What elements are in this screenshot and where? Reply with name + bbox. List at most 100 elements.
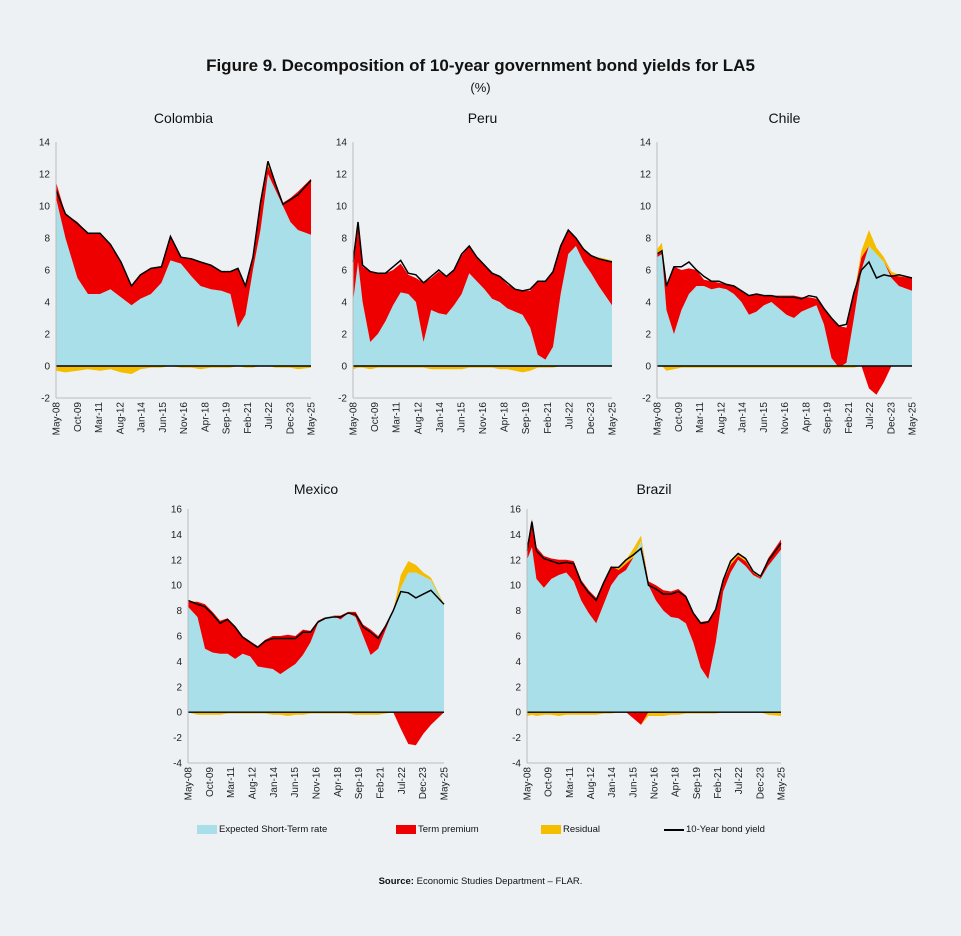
- x-tick-label: May-25: [440, 767, 451, 801]
- area-expected-rate: [527, 540, 781, 713]
- x-tick-label: Jun-15: [759, 402, 770, 433]
- x-tick-label: May-08: [653, 402, 664, 436]
- y-tick-label: 2: [44, 330, 50, 341]
- source-text: Economic Studies Department – FLAR.: [416, 876, 583, 887]
- y-tick-label: 8: [515, 606, 521, 617]
- chart-title-peru: Peru: [467, 110, 498, 126]
- area-residual: [56, 366, 311, 374]
- x-tick-label: Aug-12: [115, 402, 126, 435]
- legend-item-residual: Residual: [541, 824, 600, 835]
- x-tick-label: Jul-22: [264, 402, 275, 430]
- area-expected-rate: [657, 246, 912, 368]
- x-tick-label: Sep-19: [222, 402, 233, 435]
- plot-area: -4 -2 0 2 4 6 8 10 12 14 16 May-08 Oct-09 Mar-11 Aug-1…: [171, 505, 451, 801]
- area-term-premium: [353, 222, 612, 360]
- y-tick-label: 6: [44, 266, 50, 277]
- y-tick-label: 2: [515, 682, 521, 693]
- line-bond-yield: [352, 221, 613, 292]
- x-tick-label: Nov-16: [780, 402, 791, 435]
- y-tick-label: 6: [515, 632, 521, 643]
- x-tick-label: Sep-19: [823, 402, 834, 435]
- x-tick-label: Mar-11: [392, 402, 403, 433]
- x-tick-label: Aug-12: [248, 767, 259, 800]
- chart-peru: -2 0 2 4 6 8 10 12 14 May-08 Oct-09 Mar-11 Aug-12 Jan…: [336, 138, 619, 436]
- x-tick-label: Jan-14: [269, 767, 280, 798]
- x-tick-label: May-08: [523, 767, 534, 801]
- line-bond-yield: [656, 249, 913, 327]
- chart-title-brazil: Brazil: [636, 481, 672, 497]
- x-tick-label: Sep-19: [521, 402, 532, 435]
- x-tick-label: Nov-16: [650, 767, 661, 800]
- y-tick-label: 10: [171, 581, 183, 592]
- chart-brazil: -4 -2 0 2 4 6 8 10 12 14 16 May-08 Oct-09 Mar-11 Aug-1…: [510, 505, 788, 801]
- legend-label-expected-rate: Expected Short-Term rate: [219, 824, 328, 835]
- legend-swatch-term-premium: [396, 825, 416, 834]
- y-tick-label: 6: [645, 266, 651, 277]
- y-tick-label: 4: [44, 298, 50, 309]
- y-tick-label: 2: [341, 330, 347, 341]
- y-tick-label: 14: [39, 138, 51, 149]
- y-tick-label: 16: [510, 505, 522, 516]
- y-tick-label: 10: [39, 202, 51, 213]
- area-term-premium: [657, 366, 912, 395]
- line-bond-yield: [526, 521, 782, 625]
- y-tick-label: 12: [510, 555, 522, 566]
- x-tick-label: Jul-22: [865, 402, 876, 430]
- y-tick-label: 12: [171, 555, 183, 566]
- y-tick-label: 14: [171, 530, 183, 541]
- y-tick-label: 8: [44, 234, 50, 245]
- x-tick-label: Dec-23: [285, 402, 296, 435]
- x-tick-label: Oct-09: [370, 402, 381, 432]
- y-tick-label: 0: [645, 362, 651, 373]
- x-tick-label: May-08: [184, 767, 195, 801]
- legend-item-bond-yield: 10-Year bond yield: [664, 824, 765, 835]
- legend-label-residual: Residual: [563, 824, 600, 835]
- x-tick-label: Jun-15: [158, 402, 169, 433]
- line-bond-yield: [187, 589, 445, 649]
- chart-mexico: -4 -2 0 2 4 6 8 10 12 14 16 May-08 Oct-09 Mar-11 Aug-1…: [171, 505, 451, 801]
- legend: Expected Short-Term rate Term premium Re…: [0, 824, 961, 840]
- y-tick-label: 0: [341, 362, 347, 373]
- y-tick-label: -2: [173, 733, 182, 744]
- y-tick-label: -2: [41, 394, 50, 405]
- x-tick-label: Sep-19: [354, 767, 365, 800]
- area-residual: [353, 366, 612, 373]
- plot-area: -2 0 2 4 6 8 10 12 14 May-08 Oct-09 Mar-11 Aug-12 Jan…: [640, 138, 919, 436]
- y-tick-label: 0: [44, 362, 50, 373]
- y-tick-label: 0: [515, 708, 521, 719]
- area-expected-rate: [188, 572, 444, 713]
- x-tick-label: Jul-22: [734, 767, 745, 795]
- x-tick-label: Jun-15: [628, 767, 639, 798]
- plot-area: -2 0 2 4 6 8 10 12 14 May-08 Oct-09 Mar-11 Aug-12 Jan…: [336, 138, 619, 436]
- chart-title-colombia: Colombia: [153, 110, 214, 126]
- x-tick-label: Jan-14: [607, 767, 618, 798]
- y-tick-label: 8: [645, 234, 651, 245]
- x-tick-label: Jan-14: [435, 402, 446, 433]
- x-tick-label: Mar-11: [565, 767, 576, 798]
- chart-title-chile: Chile: [768, 110, 801, 126]
- x-tick-label: Feb-21: [713, 767, 724, 799]
- y-tick-label: 2: [645, 330, 651, 341]
- legend-label-bond-yield: 10-Year bond yield: [686, 824, 765, 835]
- area-term-premium: [188, 572, 444, 675]
- x-tick-label: Aug-12: [413, 402, 424, 435]
- y-tick-label: -4: [512, 759, 521, 770]
- x-tick-label: Apr-18: [671, 767, 682, 797]
- y-tick-label: 8: [341, 234, 347, 245]
- y-tick-label: 6: [176, 632, 182, 643]
- y-tick-label: 4: [341, 298, 347, 309]
- plot-area: -4 -2 0 2 4 6 8 10 12 14 16 May-08 Oct-09 Mar-11 Aug-1…: [510, 505, 788, 801]
- legend-swatch-expected-rate: [197, 825, 217, 834]
- x-tick-label: Jan-14: [738, 402, 749, 433]
- y-tick-label: 12: [336, 170, 348, 181]
- area-residual: [188, 561, 444, 647]
- y-tick-label: 14: [510, 530, 522, 541]
- x-tick-label: Oct-09: [674, 402, 685, 432]
- y-tick-label: 16: [171, 505, 183, 516]
- x-tick-label: Mar-11: [226, 767, 237, 798]
- y-tick-label: 14: [640, 138, 652, 149]
- chart-chile: -2 0 2 4 6 8 10 12 14 May-08 Oct-09 Mar-11 Aug-12 Jan…: [640, 138, 919, 436]
- area-residual: [527, 712, 781, 725]
- x-tick-label: Mar-11: [695, 402, 706, 433]
- x-tick-label: Feb-21: [376, 767, 387, 799]
